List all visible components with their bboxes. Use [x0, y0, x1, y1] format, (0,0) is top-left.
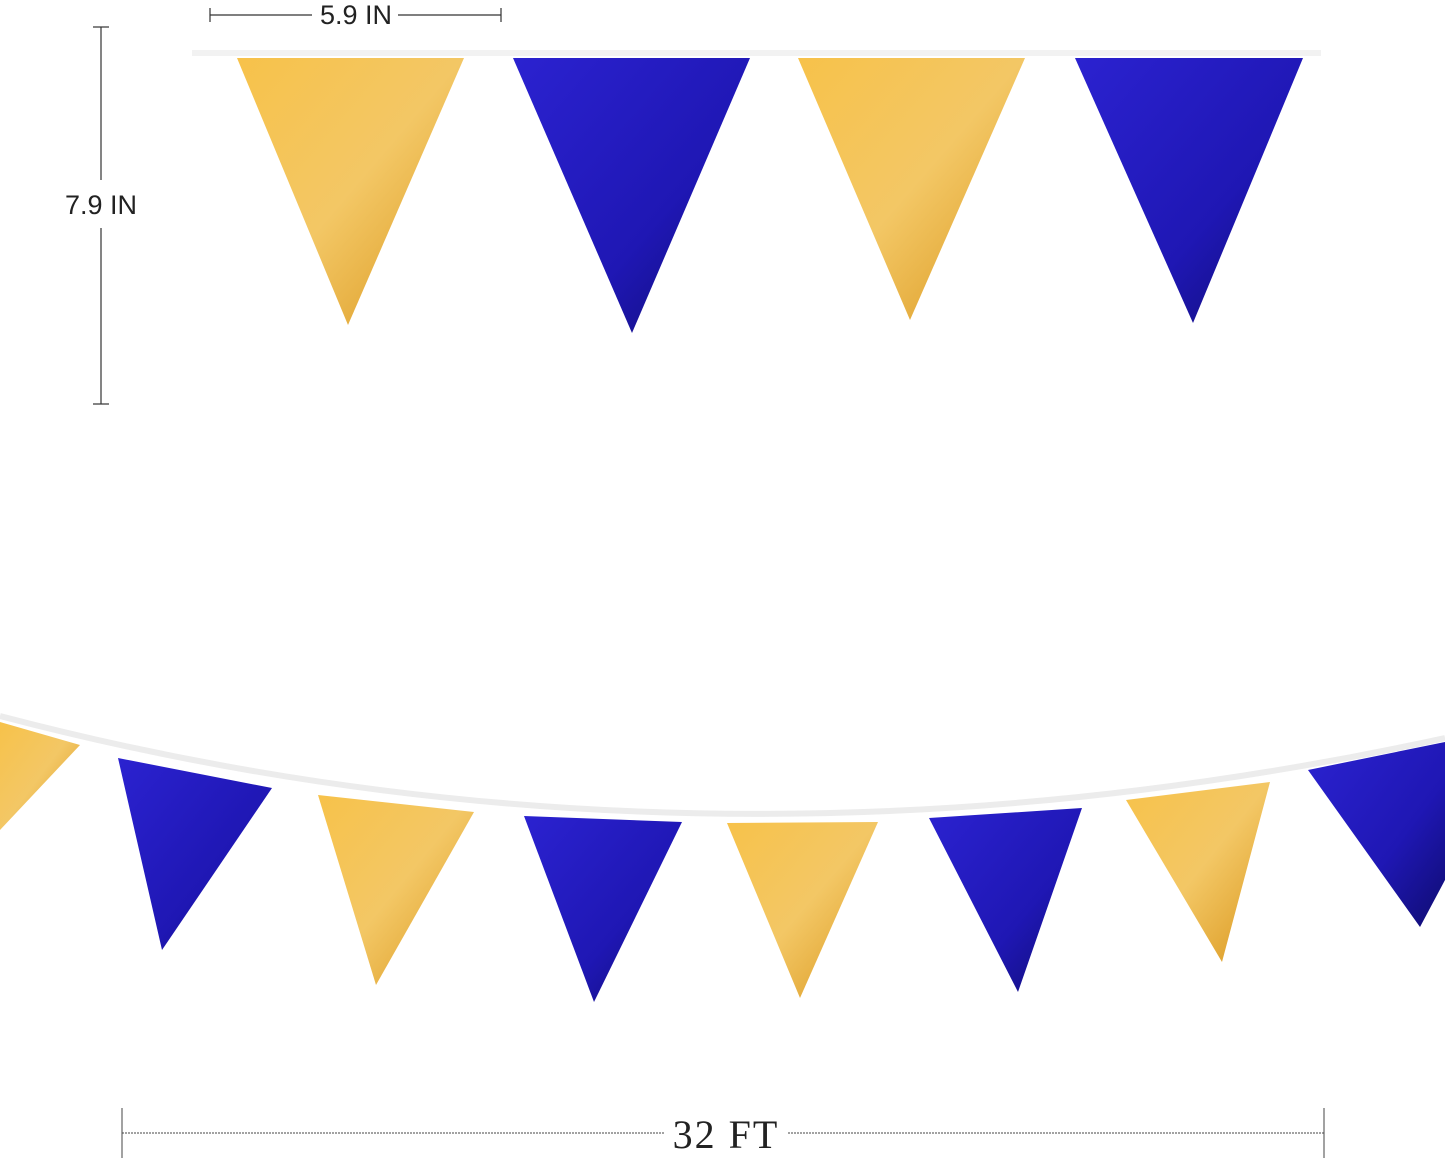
flag-width-label: 5.9 IN [320, 0, 392, 30]
string [192, 50, 1321, 56]
flag-width-dimension: 5.9 IN [209, 0, 502, 30]
blue-flag [1308, 742, 1445, 927]
blue-flag [118, 758, 272, 950]
string [0, 713, 1445, 817]
flag-height-dimension: 7.9 IN [58, 26, 144, 405]
gold-flag [727, 822, 878, 998]
bottom-bunting [0, 713, 1445, 1002]
gold-flag [798, 58, 1025, 320]
total-length-label: 32 FT [673, 1112, 780, 1157]
flag-height-label: 7.9 IN [65, 190, 137, 220]
gold-flag [237, 58, 464, 325]
gold-flag [1126, 782, 1270, 962]
blue-flag [1075, 58, 1303, 323]
blue-flag [929, 808, 1082, 992]
gold-flag [318, 795, 474, 985]
top-bunting [192, 50, 1321, 333]
blue-flag [524, 816, 682, 1002]
blue-flag [513, 58, 750, 333]
total-length-dimension: 32 FT [121, 1108, 1325, 1158]
gold-flag [0, 722, 80, 830]
